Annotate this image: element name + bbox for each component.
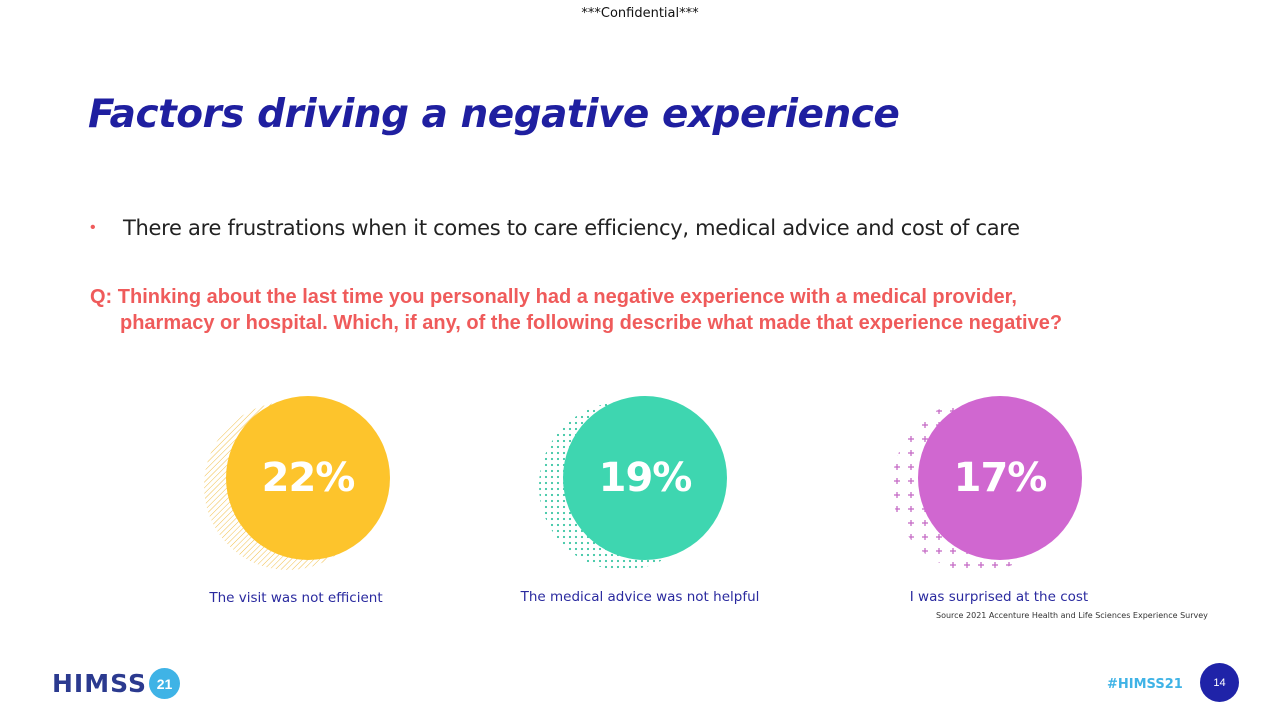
hashtag: #HIMSS21 [1107, 677, 1183, 692]
question-line-1: Q: Thinking about the last time you pers… [90, 286, 1017, 308]
stat-label: The visit was not efficient [209, 590, 383, 606]
stat-label: I was surprised at the cost [909, 589, 1089, 605]
page-number-badge: 14 [1200, 663, 1239, 702]
stat-value: 17% [953, 455, 1048, 501]
bullet-text: There are frustrations when it comes to … [123, 216, 1020, 240]
stat-circle: 19% [563, 396, 727, 560]
logo-text: HIMSS [52, 669, 147, 698]
stat-circle: 22% [226, 396, 390, 560]
question-line-2: pharmacy or hospital. Which, if any, of … [120, 312, 1063, 334]
stat-label: The medical advice was not helpful [520, 589, 760, 605]
confidential-header: ***Confidential*** [581, 6, 699, 21]
stat-value: 19% [598, 455, 693, 501]
bullet-item: • There are frustrations when it comes t… [90, 216, 1020, 240]
himss-logo: HIMSS 21 [52, 668, 180, 699]
bullet-dot-icon: • [90, 219, 96, 236]
stat-value: 22% [261, 455, 356, 501]
stat-circle: 17% [918, 396, 1082, 560]
stat-efficiency: 22% [200, 390, 400, 590]
survey-question: Q: Thinking about the last time you pers… [90, 284, 1190, 336]
logo-badge: 21 [149, 668, 180, 699]
slide-title: Factors driving a negative experience [88, 92, 900, 137]
stat-cost: 17% [890, 390, 1090, 590]
stat-medical-advice: 19% [537, 390, 737, 590]
source-note: Source 2021 Accenture Health and Life Sc… [936, 611, 1208, 620]
